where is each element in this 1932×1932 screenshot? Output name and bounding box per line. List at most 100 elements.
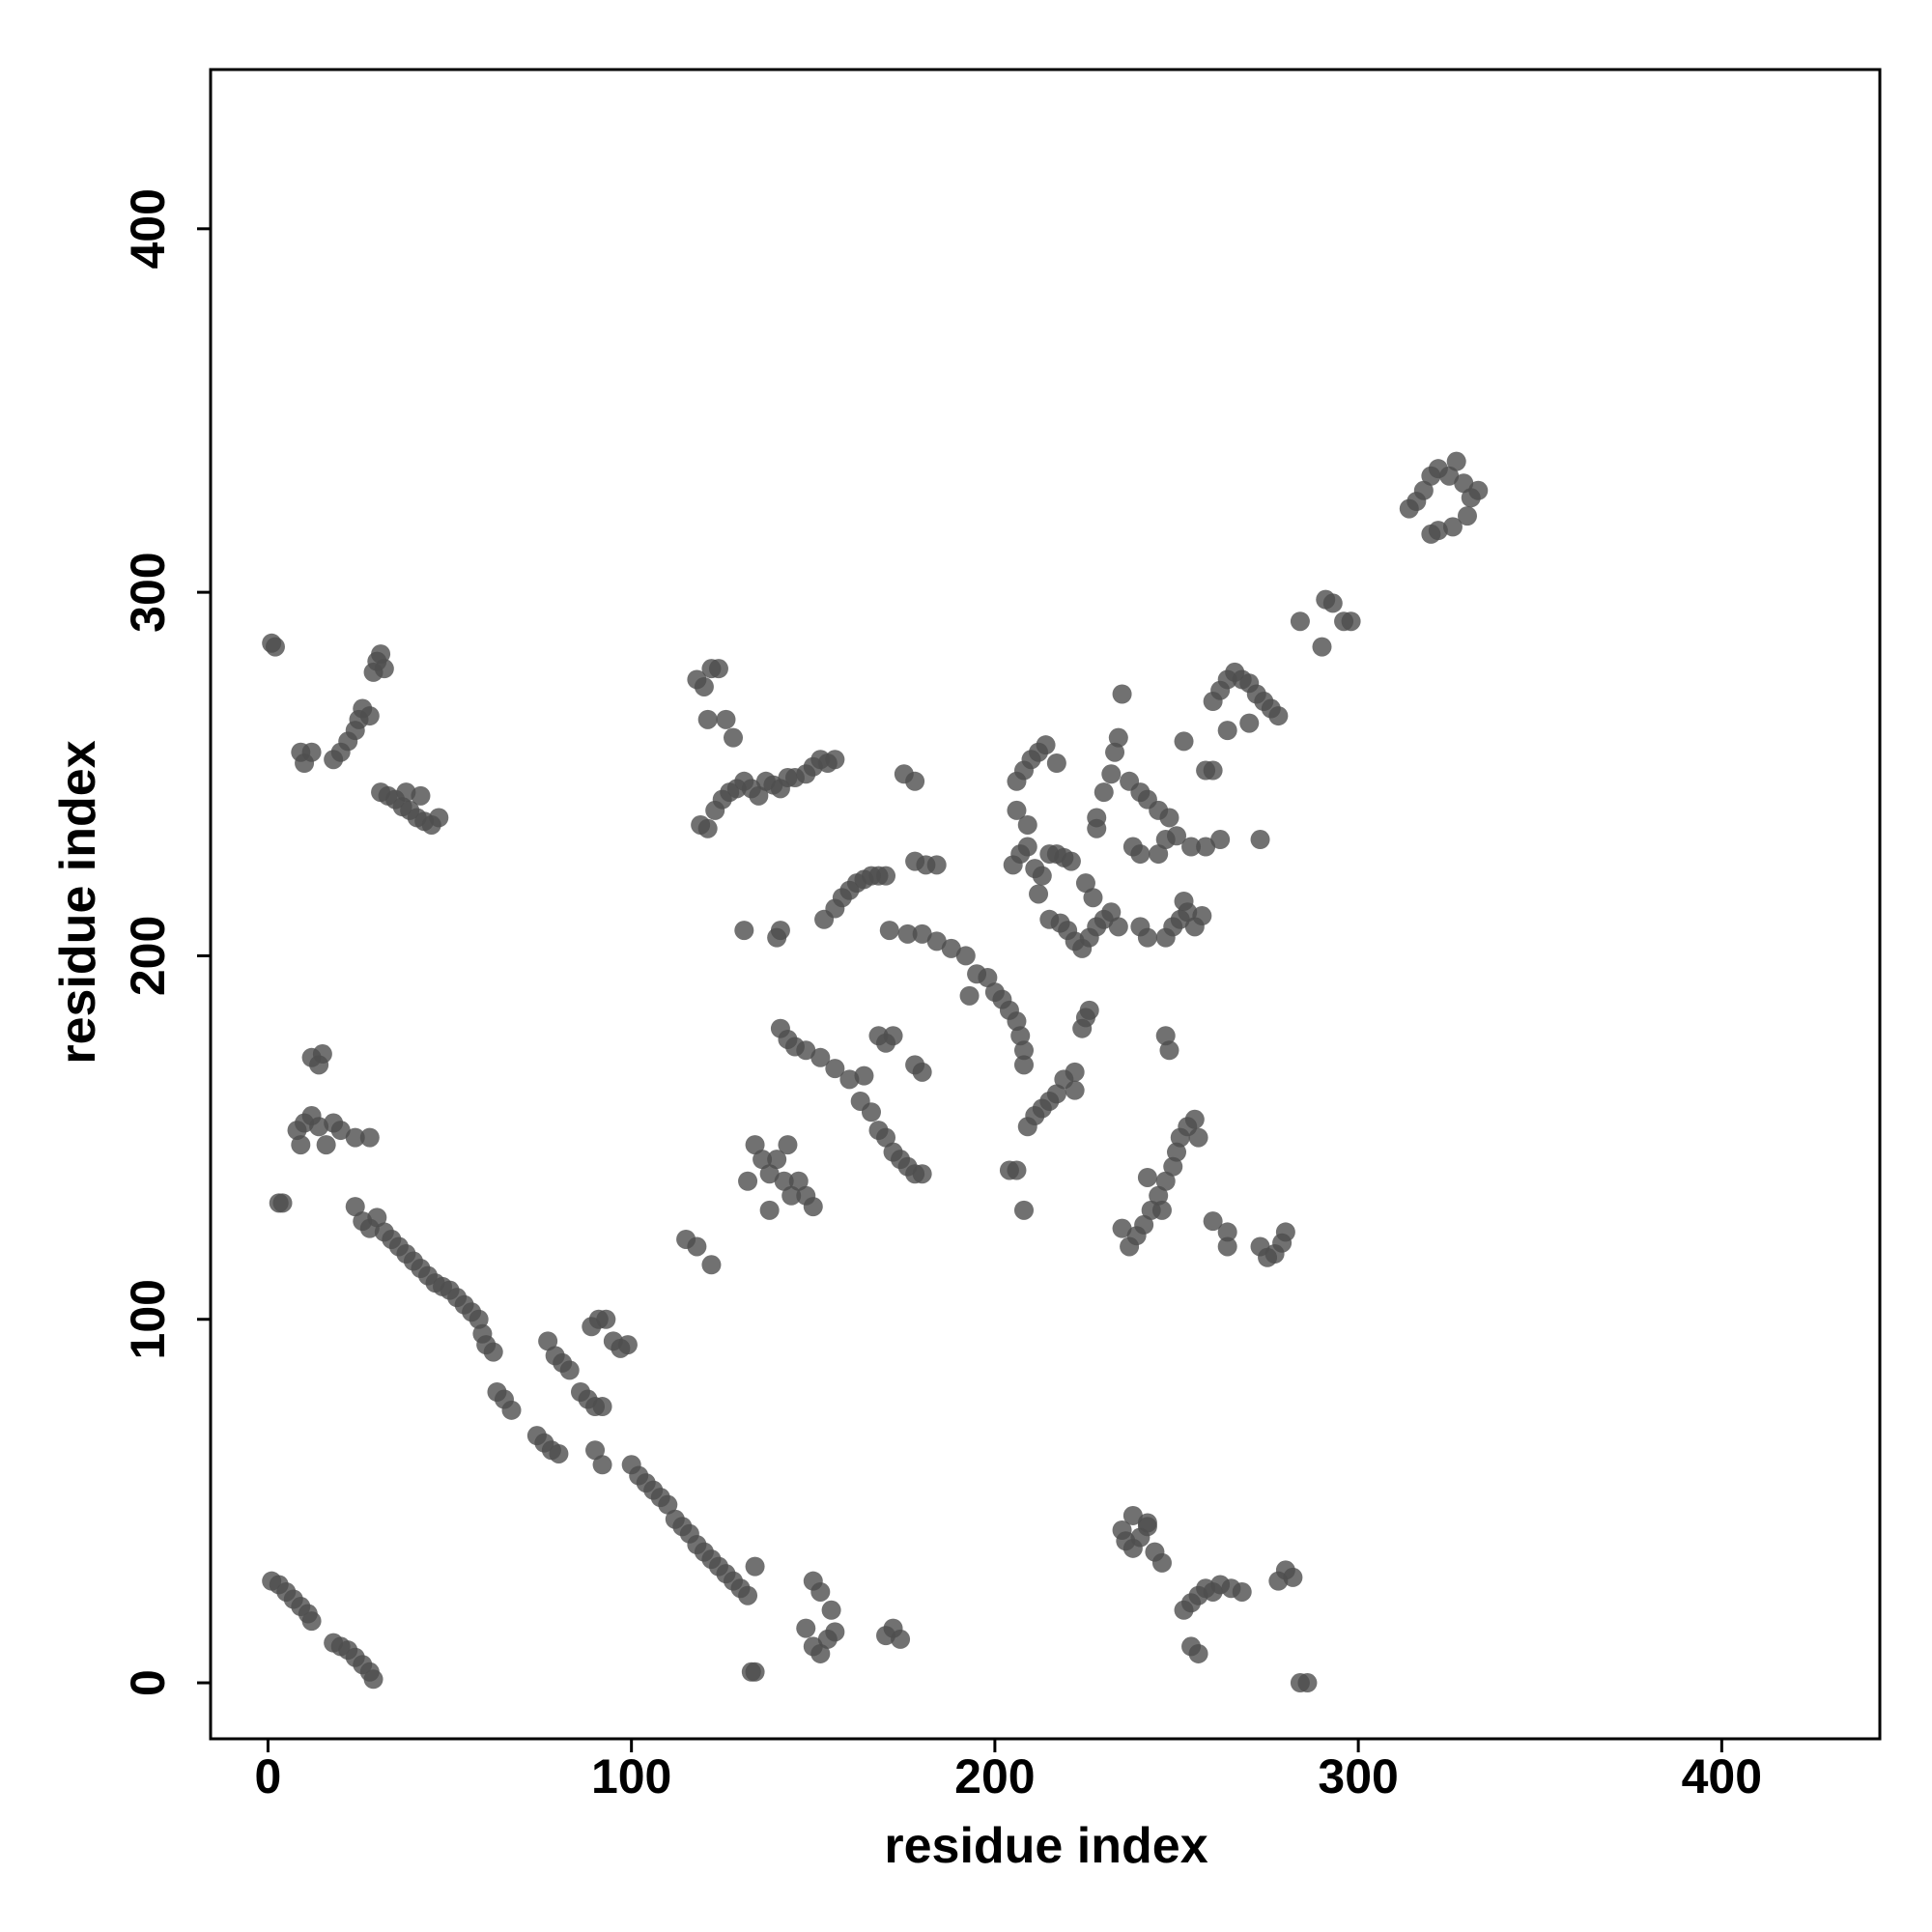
- point: [1087, 808, 1107, 828]
- point: [367, 1208, 387, 1228]
- point: [1428, 521, 1448, 541]
- point: [469, 1309, 489, 1329]
- point: [1149, 844, 1169, 865]
- point: [1130, 917, 1151, 937]
- point: [1468, 480, 1489, 500]
- point: [1217, 1236, 1237, 1257]
- point: [803, 1197, 823, 1217]
- point: [770, 921, 790, 941]
- point: [1297, 1673, 1318, 1693]
- point: [825, 750, 845, 770]
- point: [1184, 1109, 1205, 1129]
- point: [803, 1571, 823, 1591]
- points: [262, 451, 1489, 1693]
- point: [1196, 837, 1216, 857]
- point: [1108, 917, 1128, 937]
- point: [1137, 1513, 1157, 1533]
- point: [301, 1611, 322, 1632]
- point: [1188, 1127, 1208, 1148]
- y-tick-label: 400: [121, 188, 175, 269]
- point: [701, 1255, 722, 1275]
- point: [1105, 742, 1125, 762]
- x-tick-label: 300: [1318, 1749, 1398, 1804]
- point: [1322, 593, 1343, 613]
- point: [1130, 844, 1151, 865]
- point: [905, 771, 925, 791]
- point: [959, 985, 980, 1006]
- point: [1217, 721, 1237, 741]
- point: [1108, 727, 1128, 748]
- point: [687, 1236, 707, 1257]
- point: [778, 1135, 798, 1155]
- point: [745, 1662, 765, 1682]
- point: [1454, 473, 1474, 494]
- point: [374, 659, 394, 679]
- point: [897, 923, 918, 944]
- point: [781, 1185, 802, 1206]
- point: [1196, 760, 1216, 781]
- point: [1155, 1171, 1176, 1191]
- point: [1101, 764, 1122, 784]
- point: [1079, 1000, 1099, 1020]
- point: [1188, 1643, 1208, 1663]
- point: [788, 1171, 809, 1191]
- point: [1155, 1026, 1176, 1046]
- point: [1174, 731, 1194, 752]
- point: [1163, 1156, 1183, 1177]
- point: [854, 1065, 874, 1086]
- point: [716, 709, 736, 729]
- point: [1217, 1222, 1237, 1242]
- point: [359, 706, 380, 726]
- point: [694, 676, 714, 696]
- point: [745, 1556, 765, 1577]
- point: [883, 1026, 903, 1046]
- point: [592, 1455, 612, 1475]
- point: [1210, 830, 1231, 850]
- point: [1203, 1211, 1223, 1232]
- point: [359, 1127, 380, 1148]
- point: [1017, 837, 1037, 857]
- point: [1149, 1185, 1169, 1206]
- point: [617, 1335, 638, 1355]
- point: [891, 1629, 911, 1649]
- point: [1122, 1505, 1143, 1525]
- point: [549, 1443, 569, 1463]
- point: [272, 1193, 293, 1213]
- point: [1083, 888, 1103, 908]
- x-tick-label: 400: [1682, 1749, 1762, 1804]
- y-tick-label: 0: [121, 1669, 175, 1696]
- point: [585, 1440, 606, 1461]
- point: [810, 1047, 831, 1067]
- point: [371, 644, 391, 665]
- point: [396, 782, 416, 803]
- point: [301, 742, 322, 762]
- x-tick-label: 0: [255, 1749, 282, 1804]
- point: [759, 1200, 780, 1220]
- point: [1159, 808, 1179, 828]
- point: [1283, 1567, 1303, 1587]
- point: [821, 1600, 841, 1620]
- point: [724, 727, 744, 748]
- point: [839, 1069, 860, 1090]
- point: [1232, 1581, 1252, 1602]
- point: [738, 1171, 758, 1191]
- point: [1013, 1200, 1034, 1220]
- point: [1075, 873, 1095, 894]
- point: [759, 1164, 780, 1184]
- point: [1137, 1167, 1157, 1187]
- point: [697, 709, 718, 729]
- point: [316, 1135, 336, 1155]
- point: [291, 1135, 311, 1155]
- point: [309, 1117, 329, 1137]
- point: [1446, 451, 1466, 471]
- point: [1268, 706, 1289, 726]
- point: [1167, 1142, 1187, 1162]
- point: [363, 1669, 384, 1690]
- point: [912, 1062, 932, 1082]
- point: [1167, 826, 1187, 846]
- point: [753, 1150, 773, 1170]
- point: [1046, 1084, 1066, 1104]
- point: [1457, 506, 1477, 526]
- point: [879, 921, 899, 941]
